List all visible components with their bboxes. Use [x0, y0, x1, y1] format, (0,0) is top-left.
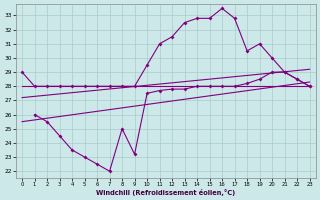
X-axis label: Windchill (Refroidissement éolien,°C): Windchill (Refroidissement éolien,°C) — [96, 189, 236, 196]
